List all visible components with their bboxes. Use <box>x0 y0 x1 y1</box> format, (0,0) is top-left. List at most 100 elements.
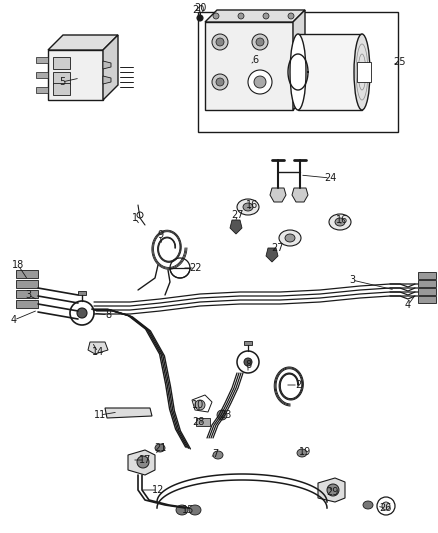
Polygon shape <box>205 10 305 22</box>
Ellipse shape <box>155 444 165 452</box>
Circle shape <box>327 484 339 496</box>
Ellipse shape <box>189 505 201 515</box>
Polygon shape <box>128 450 155 475</box>
Bar <box>16 290 38 298</box>
Bar <box>418 280 436 287</box>
Polygon shape <box>53 56 70 69</box>
Polygon shape <box>53 83 70 95</box>
Bar <box>357 62 371 82</box>
Text: 11: 11 <box>94 410 106 420</box>
Polygon shape <box>105 408 152 418</box>
Text: 26: 26 <box>379 503 391 513</box>
Text: 29: 29 <box>326 487 338 497</box>
Bar <box>244 341 252 345</box>
Polygon shape <box>48 50 103 100</box>
Circle shape <box>216 78 224 86</box>
Circle shape <box>212 34 228 50</box>
Polygon shape <box>230 220 242 234</box>
Text: 21: 21 <box>154 443 166 453</box>
Bar <box>196 418 210 426</box>
Text: 4: 4 <box>11 315 17 325</box>
Text: 23: 23 <box>219 410 231 420</box>
Circle shape <box>197 15 203 21</box>
Ellipse shape <box>243 203 253 211</box>
Polygon shape <box>198 12 398 132</box>
Circle shape <box>254 76 266 88</box>
Circle shape <box>238 13 244 19</box>
Text: 15: 15 <box>182 505 194 515</box>
Text: 14: 14 <box>92 347 104 357</box>
Text: 12: 12 <box>152 485 164 495</box>
Text: 2: 2 <box>295 380 301 390</box>
Text: 19: 19 <box>299 447 311 457</box>
Circle shape <box>77 308 87 318</box>
Circle shape <box>288 13 294 19</box>
Polygon shape <box>266 248 278 262</box>
Text: 27: 27 <box>272 243 284 253</box>
Circle shape <box>244 358 252 366</box>
Bar <box>36 72 48 78</box>
Text: 17: 17 <box>139 455 151 465</box>
Circle shape <box>216 38 224 46</box>
Ellipse shape <box>237 199 259 215</box>
Polygon shape <box>270 188 286 202</box>
Text: 28: 28 <box>192 417 204 427</box>
Polygon shape <box>103 76 111 84</box>
Text: 22: 22 <box>189 263 201 273</box>
Circle shape <box>377 497 395 515</box>
Text: 10: 10 <box>192 400 204 410</box>
Text: 25: 25 <box>394 57 406 67</box>
Text: 3: 3 <box>25 290 31 300</box>
Ellipse shape <box>297 449 307 457</box>
Ellipse shape <box>213 451 223 459</box>
Text: 4: 4 <box>405 300 411 310</box>
Polygon shape <box>292 188 308 202</box>
Ellipse shape <box>285 234 295 242</box>
Bar <box>16 300 38 308</box>
Bar <box>36 57 48 63</box>
Text: 20: 20 <box>192 5 204 15</box>
Circle shape <box>213 13 219 19</box>
Circle shape <box>212 74 228 90</box>
Text: 18: 18 <box>12 260 24 270</box>
Circle shape <box>137 456 149 468</box>
Polygon shape <box>293 10 305 110</box>
Text: 1: 1 <box>132 213 138 223</box>
Text: 8: 8 <box>105 310 111 320</box>
Text: 6: 6 <box>252 55 258 65</box>
Bar <box>16 270 38 278</box>
Polygon shape <box>298 34 362 110</box>
Bar <box>418 272 436 279</box>
Text: 7: 7 <box>212 449 218 459</box>
Text: 8: 8 <box>245 360 251 370</box>
Polygon shape <box>103 35 118 100</box>
Bar <box>418 288 436 295</box>
Polygon shape <box>192 395 212 412</box>
Circle shape <box>382 502 390 510</box>
Text: 16: 16 <box>336 215 348 225</box>
Polygon shape <box>53 71 70 84</box>
Text: 24: 24 <box>324 173 336 183</box>
Circle shape <box>170 258 190 278</box>
Ellipse shape <box>290 34 306 110</box>
Circle shape <box>252 34 268 50</box>
Text: 3: 3 <box>349 275 355 285</box>
Circle shape <box>137 212 143 218</box>
Polygon shape <box>48 35 118 50</box>
Ellipse shape <box>176 505 188 515</box>
Circle shape <box>248 70 272 94</box>
Circle shape <box>263 13 269 19</box>
Bar <box>16 280 38 288</box>
Ellipse shape <box>354 34 370 110</box>
Ellipse shape <box>279 230 301 246</box>
Polygon shape <box>103 61 111 69</box>
Circle shape <box>256 38 264 46</box>
Circle shape <box>217 410 227 420</box>
Text: 20: 20 <box>194 3 206 13</box>
Ellipse shape <box>335 218 345 226</box>
Text: 27: 27 <box>232 210 244 220</box>
Bar <box>36 87 48 93</box>
Bar <box>418 296 436 303</box>
Polygon shape <box>88 342 108 354</box>
Polygon shape <box>318 478 345 502</box>
